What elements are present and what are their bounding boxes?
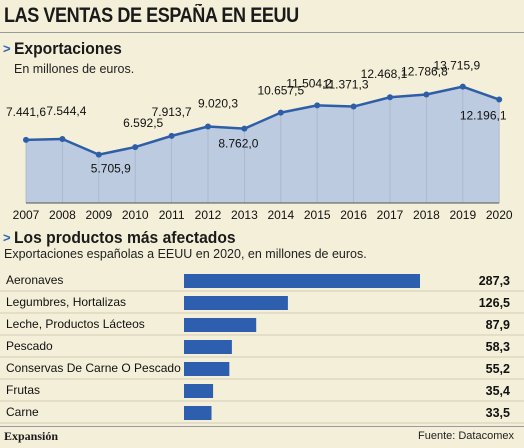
point-2008 — [59, 136, 66, 143]
value-label-2020: 12.196,1 — [460, 109, 507, 123]
section-arrow-icon: > — [3, 230, 11, 245]
value-label-2018: 12.786,8 — [401, 65, 448, 79]
bar-value-label: 35,4 — [486, 384, 510, 398]
point-2013 — [241, 125, 248, 132]
bar-value-label: 87,9 — [486, 318, 510, 332]
value-label-2011: 7.913,7 — [152, 105, 192, 119]
point-2011 — [168, 132, 175, 139]
page-title: LAS VENTAS DE ESPAÑA EN EEUU — [4, 4, 299, 27]
x-tick-2012: 2012 — [195, 208, 222, 222]
products-subtitle: Exportaciones españolas a EEUU en 2020, … — [4, 247, 367, 261]
products-bar-chart: Aeronaves 287,3 Legumbres, Hortalizas 126,5… — [0, 273, 524, 424]
point-2019 — [459, 83, 466, 90]
exports-line-chart: 7.441,6 7.544,4 5.705,9 6.592,57.913,7 9.020… — [6, 59, 513, 222]
bar-value-label: 126,5 — [479, 296, 510, 310]
x-tick-2017: 2017 — [377, 208, 404, 222]
bar-value-label: 58,3 — [486, 340, 510, 354]
point-2017 — [387, 94, 393, 101]
bar-value-label: 33,5 — [486, 406, 510, 420]
point-2018 — [423, 91, 430, 98]
value-label-2015: 11.504,2 — [286, 76, 332, 90]
category-label: Aeronaves — [6, 273, 63, 287]
value-label-2008: 7.544,4 — [46, 104, 86, 118]
exports-area — [26, 86, 500, 203]
point-2014 — [277, 109, 284, 116]
x-tick-2020: 2020 — [486, 208, 513, 222]
bar — [184, 274, 420, 288]
category-label: Legumbres, Hortalizas — [6, 295, 126, 309]
exports-subtitle: En millones de euros. — [14, 62, 135, 76]
point-2012 — [205, 123, 211, 130]
value-label-2019: 13.715,9 — [433, 59, 480, 73]
products-title: Los productos más afectados — [14, 228, 236, 247]
category-label: Conservas De Carne O Pescado — [6, 361, 181, 375]
x-tick-2015: 2015 — [304, 208, 331, 222]
bar — [184, 318, 257, 332]
category-label: Leche, Productos Lácteos — [6, 317, 145, 331]
x-tick-2019: 2019 — [449, 208, 476, 222]
x-tick-2007: 2007 — [13, 208, 40, 222]
category-label: Frutas — [6, 383, 40, 397]
bar — [184, 362, 230, 376]
brand-logo: Expansión — [4, 429, 59, 443]
bar — [184, 340, 232, 354]
category-label: Carne — [6, 405, 39, 419]
x-tick-2011: 2011 — [159, 208, 185, 222]
source-note: Fuente: Datacomex — [418, 430, 514, 442]
point-2016 — [350, 103, 357, 110]
x-tick-2013: 2013 — [231, 208, 258, 222]
value-label-2013: 8.762,0 — [218, 137, 258, 151]
x-tick-2018: 2018 — [413, 208, 440, 222]
x-tick-2008: 2008 — [49, 208, 76, 222]
point-2007 — [23, 136, 29, 143]
x-tick-2016: 2016 — [340, 208, 367, 222]
bar-value-label: 55,2 — [486, 362, 510, 376]
exports-line — [25, 85, 500, 156]
value-label-2017: 12.468,1 — [361, 67, 408, 81]
x-tick-2009: 2009 — [85, 208, 112, 222]
x-tick-2014: 2014 — [267, 208, 294, 222]
x-tick-2010: 2010 — [122, 208, 149, 222]
bar — [184, 296, 288, 310]
bar-value-label: 287,3 — [479, 274, 510, 288]
point-2015 — [314, 102, 321, 109]
value-label-2012: 9.020,3 — [198, 96, 238, 110]
point-2009 — [95, 151, 102, 158]
bar — [184, 406, 212, 420]
point-2020 — [496, 96, 503, 103]
point-2010 — [132, 144, 139, 151]
exports-title: Exportaciones — [14, 39, 122, 58]
value-label-2010: 6.592,5 — [123, 116, 163, 130]
title-divider — [0, 32, 524, 33]
value-label-2009: 5.705,9 — [91, 162, 131, 176]
category-label: Pescado — [6, 339, 53, 353]
footer-divider — [0, 426, 524, 427]
value-label-2014: 10.657,5 — [257, 84, 304, 98]
value-label-2016: 11.371,3 — [323, 78, 369, 92]
bar — [184, 384, 214, 398]
value-label-2007: 7.441,6 — [6, 105, 46, 119]
section-arrow-icon: > — [3, 41, 11, 56]
